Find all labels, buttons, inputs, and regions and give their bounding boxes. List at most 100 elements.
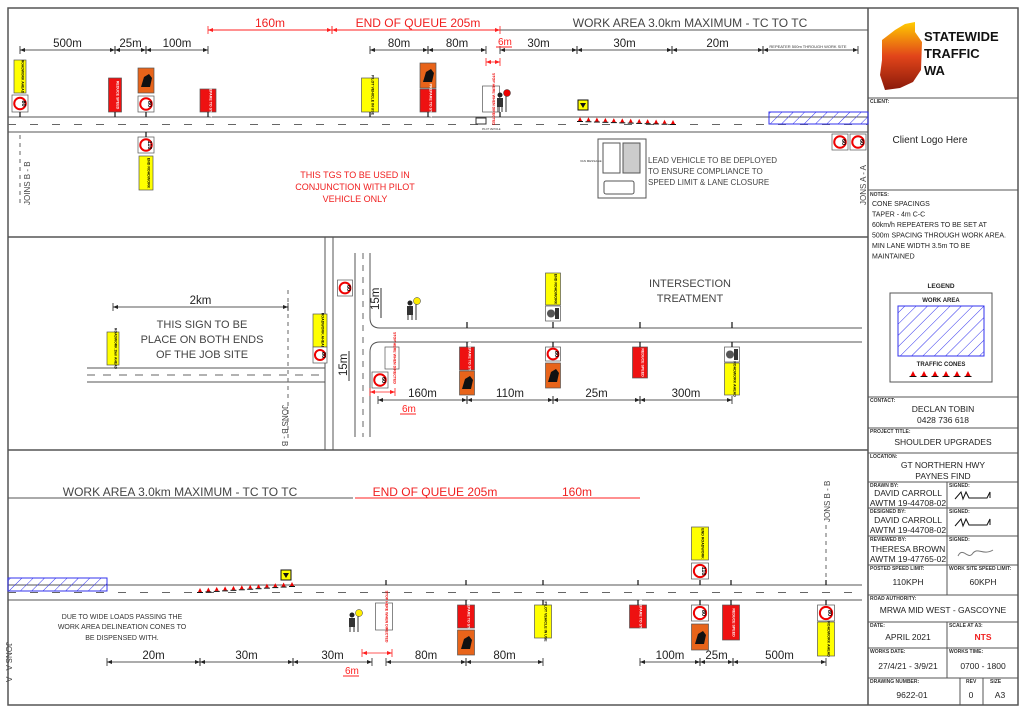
speed-80-sign: 80 [545,346,561,362]
field-label: DATE: [870,623,885,629]
dimension-label: 30m [613,38,635,50]
queue-dim-label: 160m [255,16,285,30]
end-roadwork-sign: END ROADWORK [138,155,154,191]
field-label: SIZE [990,679,1002,685]
company-logo: STATEWIDE TRAFFIC WA [880,22,999,90]
speed-80-sign: 80 [817,604,835,622]
field-label: ROAD AUTHORITY: [870,596,917,602]
dimension-label: 160m [408,388,437,400]
sign-text: STOP HERE WHEN DIRECTED [492,73,496,125]
wide-load-note: DUE TO WIDE LOADS PASSING THE [62,614,183,621]
dimension: 500m [19,38,116,54]
legend-cones-icons [909,371,972,377]
lead-vehicle-diagram: VAN MESSAGE [580,138,647,199]
controller-grey-sign [545,305,561,322]
sign-text: PREPARE TO STOP [639,600,643,634]
traffic-controller-person [407,297,421,320]
field-label: NOTES: [870,192,889,198]
sign-text: END ROADWORK [147,158,151,189]
field-value: AWTM 19-44708-02 [870,498,946,508]
legend-title: LEGEND [927,283,954,290]
pilot-vehicle-sign: PILOT VEHICLE IN USE [361,75,379,116]
sign-text: REDUCE SPEED [732,608,736,637]
traffic-controller-sign [459,370,475,396]
reduce-speed-sign: REDUCE SPEED [108,77,122,113]
work-area-hatch [7,577,108,592]
field-value: DAVID CARROLL [874,515,942,525]
dimension [361,649,393,657]
speed-value: 60 [345,285,351,291]
dimension: 500m [732,650,827,666]
lead-note: LEAD VEHICLE TO BE DEPLOYED [648,156,777,165]
bottom-section: WORK AREA 3.0km MAXIMUM - TC TO TC END O… [4,481,862,683]
speed-value: 110 [700,567,706,576]
dim-label: 15m [338,354,350,376]
dimension-label: 100m [163,38,192,50]
sign-text: ROADWORK 2km AHEAD [114,328,118,370]
roadwork-ahead-sign: ROADWORK AHEAD [312,313,328,349]
dimension-label: 25m [705,650,727,662]
dimension: 30m [199,650,294,666]
speed-value: 80 [700,610,706,616]
wide-load-note: BE DISPENSED WITH. [85,635,159,642]
reduce-speed-sign: REDUCE SPEED [722,604,740,641]
roadwork-ahead-sign: ROADWORK AHEAD [13,59,27,94]
dimension-label: 20m [142,650,164,662]
field-value: 0700 - 1800 [960,661,1006,671]
sign-text: END ROADWORK [554,274,558,305]
field-label: PROJECT TITLE: [870,429,911,435]
traffic-cones [197,582,295,593]
sign-text: ROADWORK AHEAD [321,313,325,349]
sign-text: STOP HERE WHEN DIRECTED [393,332,397,384]
dimension-label: 30m [235,650,257,662]
sign-text: ROADWORK AHEAD [21,60,25,94]
dimension: 30m [292,650,373,666]
field-value: 0428 736 618 [917,415,969,425]
dimension-label: 80m [493,650,515,662]
note-line: MIN LANE WIDTH 3.5m TO BE [872,243,970,250]
dimension: 100m [145,38,209,54]
company-name: WA [924,63,946,78]
dimension-label: 2km [190,295,212,307]
field-label: WORKS TIME: [949,649,983,655]
field-label: WORKS DATE: [870,649,906,655]
end-of-queue-label: END OF QUEUE 205m [373,485,498,499]
note-line: MAINTAINED [872,254,915,261]
speed-60-sign: 60 [849,133,867,151]
field-label: SCALE AT A3: [949,623,983,629]
field-label: CONTACT: [870,398,896,404]
note-line: 60km/h REPEATERS TO BE SET AT [872,222,988,229]
dimension: 80m [385,650,467,666]
sign-text: PREPARE TO STOP [467,600,471,634]
legend-cones: TRAFFIC CONES [917,362,966,368]
speed-value: 60 [380,377,386,383]
joins-label: JONS B - B [280,405,289,446]
speed-60-sign: 60 [371,371,389,389]
traffic-controller-person [349,609,363,632]
sign-text: ROADWORK AHEAD [827,621,831,657]
end-roadwork-sign: END ROADWORK [545,272,561,306]
dimension-label: 30m [321,650,343,662]
speed-value: 80 [553,351,559,357]
arrow-board [280,569,292,581]
signatures [954,490,994,557]
six-m-label: 6m [345,666,359,677]
sign-text: REDUCE SPEED [116,81,120,110]
dimension: 20m [106,650,201,666]
drawing-frame [7,7,1019,706]
traffic-cones [577,117,676,125]
pilot-note: VEHICLE ONLY [323,194,388,204]
stop-here-sign: STOP HERE WHEN DIRECTED [375,591,393,643]
field-label: CLIENT: [870,99,890,105]
field-value: DAVID CARROLL [874,488,942,498]
dimension-label: 25m [119,38,141,50]
note-line: 500m SPACING THROUGH WORK AREA. [872,233,1006,240]
speed-value: 80 [20,100,26,106]
field-label: SIGNED: [949,537,970,543]
field-label: DRAWN BY: [870,483,899,489]
sign-text: PREPARE TO STOP [468,342,472,376]
dimension-label: 25m [585,388,607,400]
sign-note: PLACE ON BOTH ENDS [141,334,264,346]
dimension-label: 80m [446,38,468,50]
traffic-controller-sign [545,362,561,389]
